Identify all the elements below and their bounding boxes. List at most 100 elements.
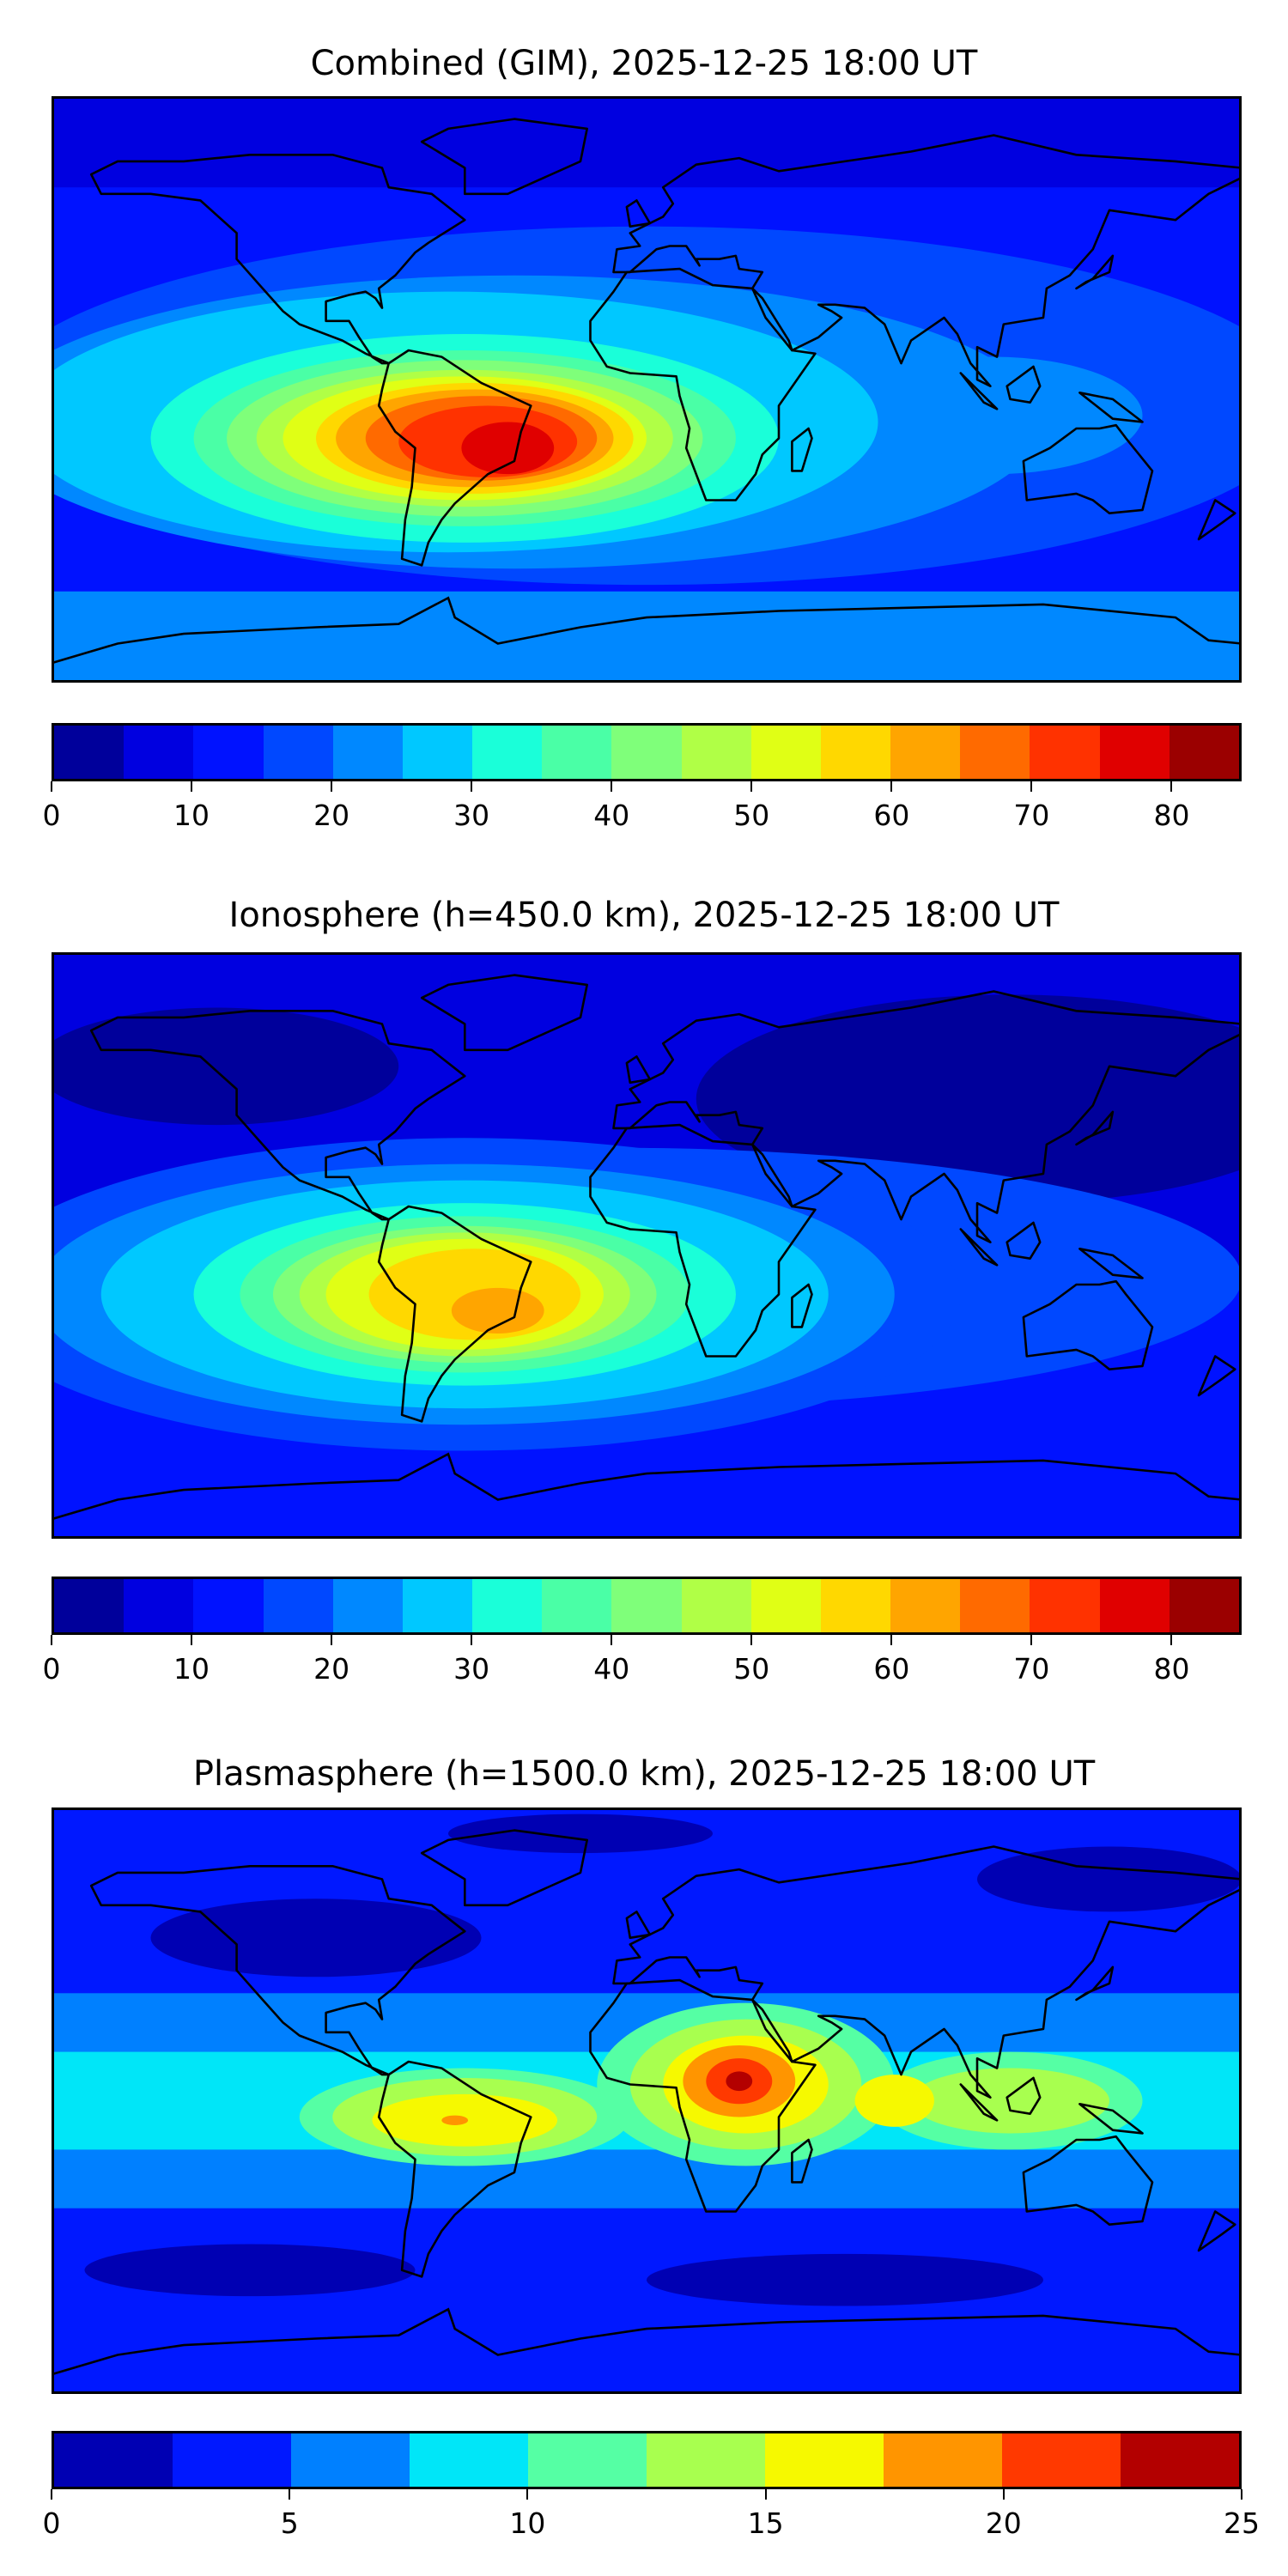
colorbar-segment <box>1121 2433 1239 2487</box>
contour-level-0 <box>448 1814 713 1854</box>
ionosphere-colorbar <box>52 1577 1242 1635</box>
colorbar-tick-label: 30 <box>453 1652 490 1686</box>
colorbar-tick-label: 40 <box>593 1652 630 1686</box>
coastline <box>612 134 1242 387</box>
combined-map <box>52 96 1242 683</box>
plasmasphere-colorbar <box>52 2431 1242 2489</box>
coastline <box>612 990 1242 1243</box>
colorbar-segment <box>124 726 194 779</box>
coastline <box>1005 2076 1042 2115</box>
ionosphere-map <box>52 952 1242 1539</box>
map-frame <box>52 96 1242 683</box>
coastline <box>377 2060 532 2278</box>
colorbar-segment <box>1002 2433 1121 2487</box>
ionosphere-title: Ionosphere (h=450.0 km), 2025-12-25 18:0… <box>228 896 1060 935</box>
contour-level-0 <box>696 994 1242 1204</box>
colorbar-tick-label: 0 <box>42 799 61 832</box>
colorbar-segment <box>124 1579 194 1632</box>
colorbar-tick-label: 70 <box>1013 799 1050 832</box>
coastline-antarctica <box>52 596 1242 665</box>
contour-level-0 <box>150 1899 482 1978</box>
colorbar-tick-mark <box>611 1635 613 1645</box>
colorbar-tick-label: 30 <box>453 799 490 832</box>
coastline <box>1022 2135 1154 2226</box>
colorbar-segment <box>193 1579 264 1632</box>
colorbar-segment <box>1030 726 1100 779</box>
colorbar-tick-mark <box>890 781 893 792</box>
coastline <box>959 2083 999 2122</box>
coastline <box>89 1865 466 2076</box>
contour-level-0 <box>84 2244 416 2297</box>
colorbar-segment <box>472 1579 543 1632</box>
colorbar-tick-mark <box>471 1635 473 1645</box>
coastline <box>959 1228 999 1267</box>
colorbar-tick-mark <box>890 1635 893 1645</box>
colorbar-tick-label: 40 <box>593 799 630 832</box>
colorbar-tick-label: 10 <box>173 799 210 832</box>
coastline <box>1197 1355 1236 1397</box>
colorbar-segment <box>960 726 1030 779</box>
colorbar-tick-mark <box>611 781 613 792</box>
colorbar-tick-mark <box>1002 2489 1005 2500</box>
colorbar-tick-mark <box>1241 2489 1242 2500</box>
contour-level-0 <box>647 2253 1043 2306</box>
coastline <box>625 199 652 228</box>
coastline <box>1197 2210 1236 2252</box>
map-plot <box>52 96 1242 683</box>
coastline <box>1075 1965 1115 2002</box>
map-frame <box>52 1807 1242 2394</box>
colorbar-segment <box>263 1579 333 1632</box>
colorbar-segment <box>1099 1579 1170 1632</box>
colorbar-tick-mark <box>1170 1635 1173 1645</box>
colorbar-tick-label: 20 <box>313 1652 350 1686</box>
coastline <box>1005 365 1042 404</box>
colorbar-tick-mark <box>750 1635 753 1645</box>
colorbar-tick-mark <box>1030 1635 1033 1645</box>
coastline <box>1075 1110 1115 1146</box>
coastline <box>1078 2103 1144 2135</box>
contour-band <box>52 96 1242 188</box>
contour-level-6 <box>854 2075 934 2127</box>
colorbar-tick-label: 50 <box>733 799 770 832</box>
coastline <box>89 1010 466 1221</box>
colorbar-tick-label: 5 <box>280 2506 299 2540</box>
colorbar-segment <box>611 726 682 779</box>
coastline <box>959 372 999 410</box>
colorbar-tick-mark <box>51 781 52 792</box>
colorbar-segment <box>750 726 821 779</box>
colorbar-segment <box>54 726 125 779</box>
combined-colorbar <box>52 723 1242 781</box>
plasmasphere-colorbar-ticks: 0 5 10 15 20 25 <box>43 2489 1260 2541</box>
coastline <box>89 154 466 365</box>
coastline <box>791 2138 813 2184</box>
coastline <box>1075 254 1115 290</box>
colorbar-segment <box>472 726 543 779</box>
colorbar-segment <box>54 1579 125 1632</box>
colorbar-segment <box>681 726 751 779</box>
coastline <box>625 1911 652 1940</box>
contour-band <box>52 591 1242 683</box>
colorbar-tick-label: 10 <box>509 2506 546 2540</box>
plasmasphere-map <box>52 1807 1242 2394</box>
coastline <box>625 1055 652 1084</box>
colorbar-segment <box>1169 726 1239 779</box>
colorbar-segment <box>402 1579 473 1632</box>
map-plot <box>52 1807 1242 2394</box>
colorbar-tick-label: 15 <box>747 2506 784 2540</box>
colorbar-tick-mark <box>331 781 333 792</box>
colorbar-segment <box>54 2433 173 2487</box>
colorbar-tick-mark <box>526 2489 529 2500</box>
colorbar-segment <box>193 726 264 779</box>
colorbar-segment <box>681 1579 751 1632</box>
coastline <box>1197 499 1236 541</box>
colorbar-tick-mark <box>471 781 473 792</box>
colorbar-segment <box>1099 726 1170 779</box>
colorbar-segment <box>884 2433 1002 2487</box>
map-frame <box>52 952 1242 1539</box>
colorbar-segment <box>750 1579 821 1632</box>
contour-level-7 <box>441 2115 469 2125</box>
contour-level-15 <box>461 422 555 475</box>
map-plot <box>52 952 1242 1539</box>
colorbar-tick-mark <box>191 1635 193 1645</box>
coastline <box>1078 392 1144 423</box>
